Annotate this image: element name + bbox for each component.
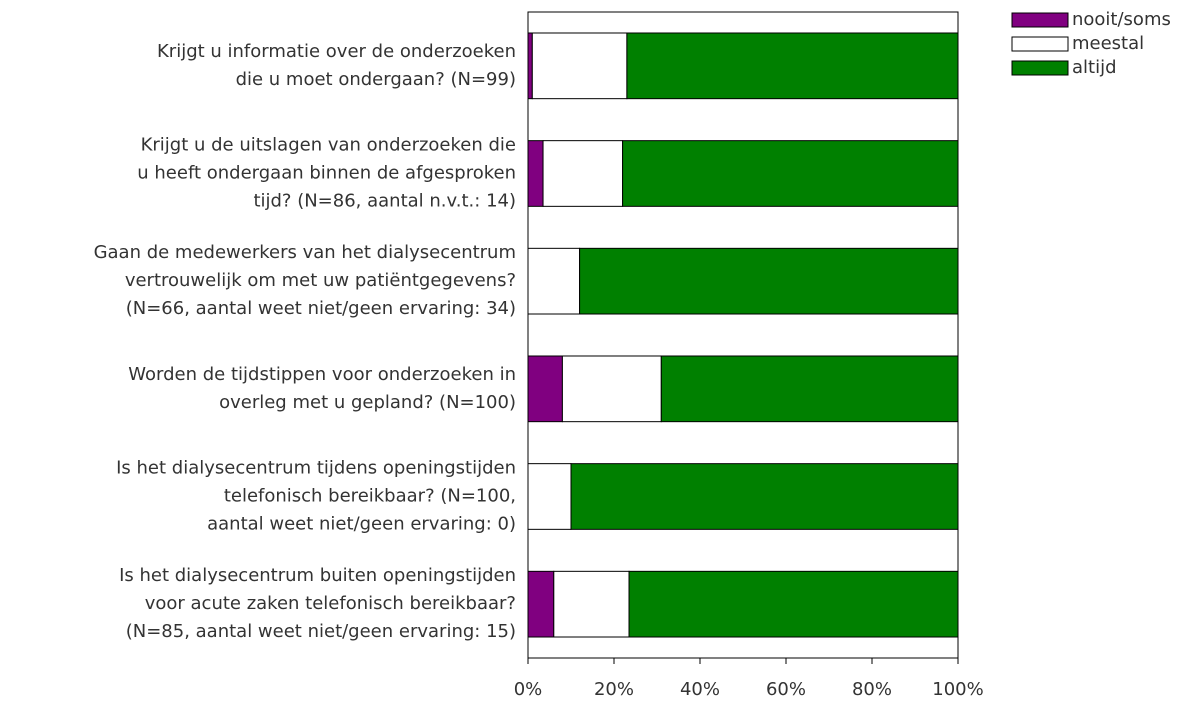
legend-label: meestal: [1072, 33, 1144, 54]
category-label: Worden de tijdstippen voor onderzoeken i…: [128, 364, 516, 385]
x-tick-label: 80%: [852, 679, 892, 700]
category-label: Krijgt u informatie over de onderzoeken: [157, 41, 516, 62]
bar-segment: [561, 355, 662, 423]
category-label: overleg met u gepland? (N=100): [219, 392, 516, 413]
bar-segment: [527, 247, 581, 315]
category-label: Is het dialysecentrum tijdens openingsti…: [116, 458, 516, 479]
category-label: (N=66, aantal weet niet/geen ervaring: 3…: [126, 298, 516, 319]
bar-segment: [542, 140, 624, 207]
bar-segment: [527, 570, 555, 638]
category-label: telefonisch bereikbaar? (N=100,: [224, 486, 516, 507]
bar-segment: [628, 570, 959, 638]
category-label: aantal weet niet/geen ervaring: 0): [207, 514, 516, 535]
x-tick-label: 100%: [932, 679, 983, 700]
bar-segment: [531, 32, 628, 100]
bar-segment: [527, 32, 533, 100]
category-label: die u moet ondergaan? (N=99): [236, 69, 516, 90]
bar-segment: [622, 140, 959, 207]
category-label: u heeft ondergaan binnen de afgesproken: [137, 163, 516, 184]
category-label: Is het dialysecentrum buiten openingstij…: [119, 565, 516, 586]
bar-segment: [527, 140, 544, 207]
bar-segment: [527, 355, 563, 423]
plot-area: [527, 11, 959, 659]
x-tick-label: 0%: [514, 679, 543, 700]
category-label: vertrouwelijk om met uw patiëntgegevens?: [125, 270, 516, 291]
bar-segment: [553, 570, 630, 638]
legend-swatch: [1011, 60, 1069, 76]
legend-swatch: [1011, 12, 1069, 28]
category-label: Gaan de medewerkers van het dialysecentr…: [94, 242, 516, 263]
bar-segment: [626, 32, 959, 100]
legend-swatch: [1011, 36, 1069, 52]
category-label: tijd? (N=86, aantal n.v.t.: 14): [253, 191, 516, 212]
category-label: voor acute zaken telefonisch bereikbaar?: [145, 593, 516, 614]
x-tick-label: 20%: [594, 679, 634, 700]
bar-segment: [527, 463, 572, 530]
category-label: (N=85, aantal weet niet/geen ervaring: 1…: [126, 621, 516, 642]
bar-segment: [570, 463, 959, 530]
bar-segment: [579, 247, 959, 315]
bar-segment: [660, 355, 959, 423]
x-tick-label: 40%: [680, 679, 720, 700]
legend-label: nooit/soms: [1072, 9, 1171, 30]
x-tick-label: 60%: [766, 679, 806, 700]
category-label: Krijgt u de uitslagen van onderzoeken di…: [141, 135, 516, 156]
legend-label: altijd: [1072, 57, 1117, 78]
